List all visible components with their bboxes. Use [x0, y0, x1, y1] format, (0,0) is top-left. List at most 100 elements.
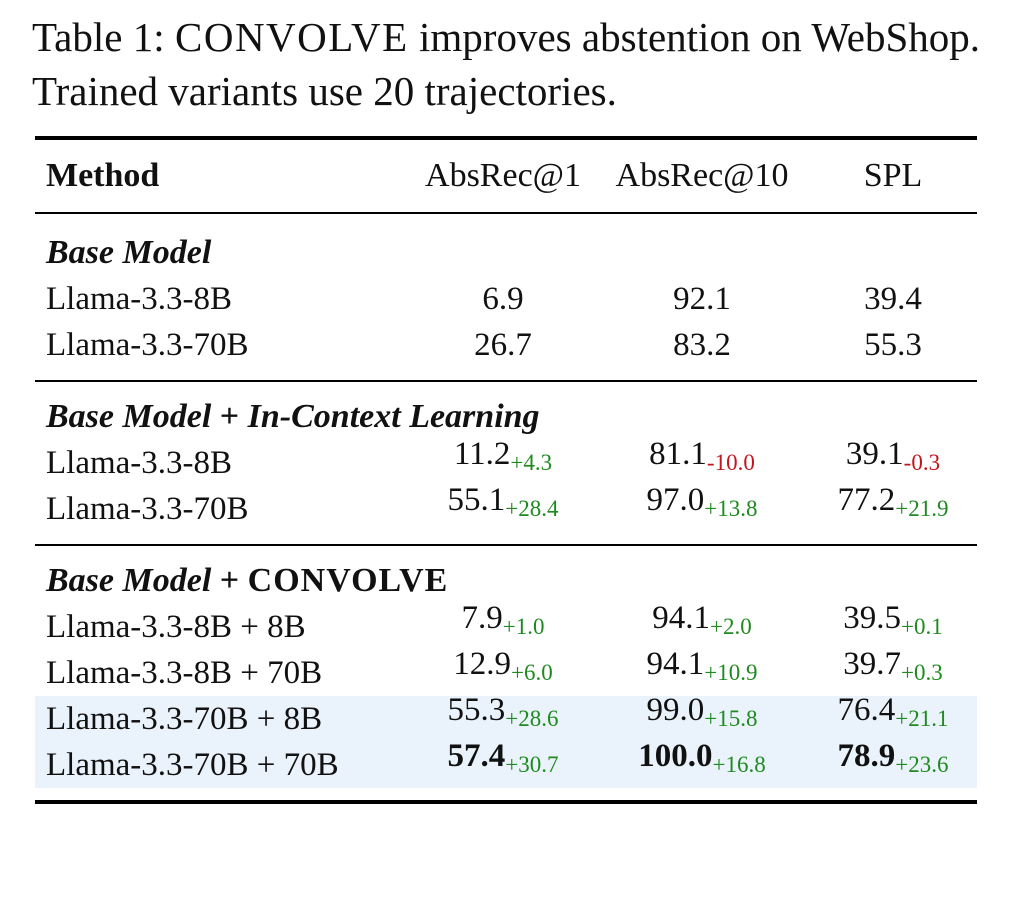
- metric-value: 100.0: [638, 738, 713, 774]
- method-cell: Llama-3.3-70B: [46, 491, 249, 527]
- metric-delta: +6.0: [511, 660, 553, 685]
- metric-value: 94.1: [652, 600, 710, 636]
- table-body: Base Model Llama-3.3-8B 6.9 92.1 39.4 Llama-3…: [35, 214, 977, 800]
- table-row: Llama-3.3-70B 26.7 83.2 55.3: [35, 322, 977, 368]
- header-rule: [35, 212, 977, 214]
- caption-method-name: CONVOLVE: [174, 14, 409, 60]
- metric-delta: +0.1: [901, 614, 943, 639]
- metric-value: 55.1: [447, 482, 506, 518]
- metric-delta: -10.0: [706, 450, 755, 475]
- group-title-main: Base Model: [46, 234, 212, 271]
- metric-cell: 76.4+21.1: [809, 687, 977, 742]
- metric-value: 77.2: [837, 482, 896, 518]
- header-absrec1: AbsRec@1: [425, 157, 581, 194]
- table-row: Llama-3.3-8B + 8B 7.9+1.0 94.1+2.0 39.5+0.1: [35, 600, 977, 650]
- metric-delta: +1.0: [502, 614, 545, 639]
- metric-cell: 81.1-10.0: [595, 431, 809, 486]
- header-absrec10: AbsRec@10: [615, 157, 789, 194]
- group-title-main: Base Model: [46, 398, 212, 435]
- metric-value: 12.9: [453, 646, 511, 682]
- header-spl: SPL: [863, 157, 923, 194]
- method-cell: Llama-3.3-8B: [46, 445, 233, 481]
- metric-value: 39.7: [843, 646, 901, 682]
- bottom-rule: [35, 800, 977, 804]
- metric-cell: 55.3+28.6: [411, 687, 595, 742]
- table-row: Llama-3.3-70B 55.1+28.4 97.0+13.8 77.2+21.9: [35, 482, 977, 532]
- metric-cell: 7.9+1.0: [411, 595, 595, 650]
- group-rule: [35, 544, 977, 546]
- caption-text: improves abstention on WebShop. Trained …: [32, 14, 980, 114]
- metric-cell: 83.2: [595, 322, 809, 368]
- metric-value: 94.1: [646, 646, 705, 682]
- method-cell: Llama-3.3-70B + 8B: [46, 701, 323, 737]
- metric-cell: 55.1+28.4: [411, 477, 595, 532]
- metric-delta: +13.8: [704, 496, 758, 521]
- metric-cell: 100.0+16.8: [595, 733, 809, 788]
- metric-delta: +4.3: [510, 450, 553, 475]
- table-row: Llama-3.3-70B + 70B 57.4+30.7 100.0+16.8 78…: [35, 738, 977, 788]
- group-title-joiner: +: [211, 398, 248, 435]
- metric-delta: +23.6: [895, 752, 949, 777]
- spacer: [35, 532, 977, 544]
- metric-cell: 99.0+15.8: [595, 687, 809, 742]
- metric-delta: +21.1: [895, 706, 949, 731]
- header-method: Method: [46, 157, 160, 194]
- metric-cell: 39.7+0.3: [809, 641, 977, 696]
- caption-label: Table 1:: [32, 14, 165, 60]
- spacer: [35, 546, 977, 558]
- metric-value: 57.4: [447, 738, 506, 774]
- metric-cell: 57.4+30.7: [411, 733, 595, 788]
- group-title-main: Base Model: [46, 562, 212, 599]
- metric-delta: +2.0: [710, 614, 752, 639]
- spacer: [35, 368, 977, 380]
- metric-value: 7.9: [461, 600, 503, 636]
- metric-delta: +15.8: [704, 706, 758, 731]
- metric-cell: 78.9+23.6: [809, 733, 977, 788]
- group-title: Base Model + CONVOLVE: [35, 558, 977, 604]
- metric-delta: -0.3: [903, 450, 941, 475]
- metric-cell: 39.1-0.3: [809, 431, 977, 486]
- group-title-suffix: In-Context Learning: [247, 398, 540, 435]
- metric-delta: +28.6: [505, 706, 559, 731]
- metric-value: 26.7: [474, 327, 532, 363]
- table-row: Llama-3.3-70B + 8B 55.3+28.6 99.0+15.8 76.4…: [35, 692, 977, 742]
- metric-value: 83.2: [673, 327, 731, 363]
- metric-cell: 94.1+2.0: [595, 595, 809, 650]
- spacer: [35, 214, 977, 230]
- metric-cell: 39.5+0.1: [809, 595, 977, 650]
- group-title: Base Model: [35, 230, 977, 276]
- metric-value: 39.1: [845, 436, 904, 472]
- group-title-suffix: CONVOLVE: [247, 562, 449, 599]
- metric-value: 55.3: [447, 692, 506, 728]
- header-row: Method AbsRec@1 AbsRec@10 SPL: [35, 140, 977, 212]
- metric-value: 55.3: [864, 327, 922, 363]
- group-title-joiner: +: [211, 562, 248, 599]
- method-cell: Llama-3.3-8B + 8B: [46, 609, 306, 645]
- method-cell: Llama-3.3-70B + 70B: [46, 747, 339, 783]
- metric-cell: 97.0+13.8: [595, 477, 809, 532]
- metric-delta: +16.8: [712, 752, 766, 777]
- metric-value: 11.2: [453, 436, 511, 472]
- metric-value: 76.4: [837, 692, 896, 728]
- metric-value: 78.9: [837, 738, 896, 774]
- metric-value: 39.4: [864, 281, 922, 317]
- method-cell: Llama-3.3-70B: [46, 327, 249, 363]
- metric-cell: 55.3: [809, 322, 977, 368]
- metric-delta: +21.9: [895, 496, 949, 521]
- metric-value: 81.1: [649, 436, 707, 472]
- spacer: [35, 382, 977, 394]
- metric-cell: 11.2+4.3: [411, 431, 595, 486]
- results-table: Method AbsRec@1 AbsRec@10 SPL Base Model…: [35, 136, 977, 804]
- metric-delta: +0.3: [901, 660, 943, 685]
- group-rule: [35, 380, 977, 382]
- metric-cell: 94.1+10.9: [595, 641, 809, 696]
- metric-delta: +10.9: [704, 660, 758, 685]
- metric-cell: 39.4: [809, 276, 977, 322]
- metric-cell: 26.7: [411, 322, 595, 368]
- spacer: [35, 788, 977, 800]
- method-cell: Llama-3.3-8B: [46, 281, 233, 317]
- metric-value: 92.1: [673, 281, 731, 317]
- top-rule: [35, 136, 977, 140]
- metric-value: 97.0: [646, 482, 705, 518]
